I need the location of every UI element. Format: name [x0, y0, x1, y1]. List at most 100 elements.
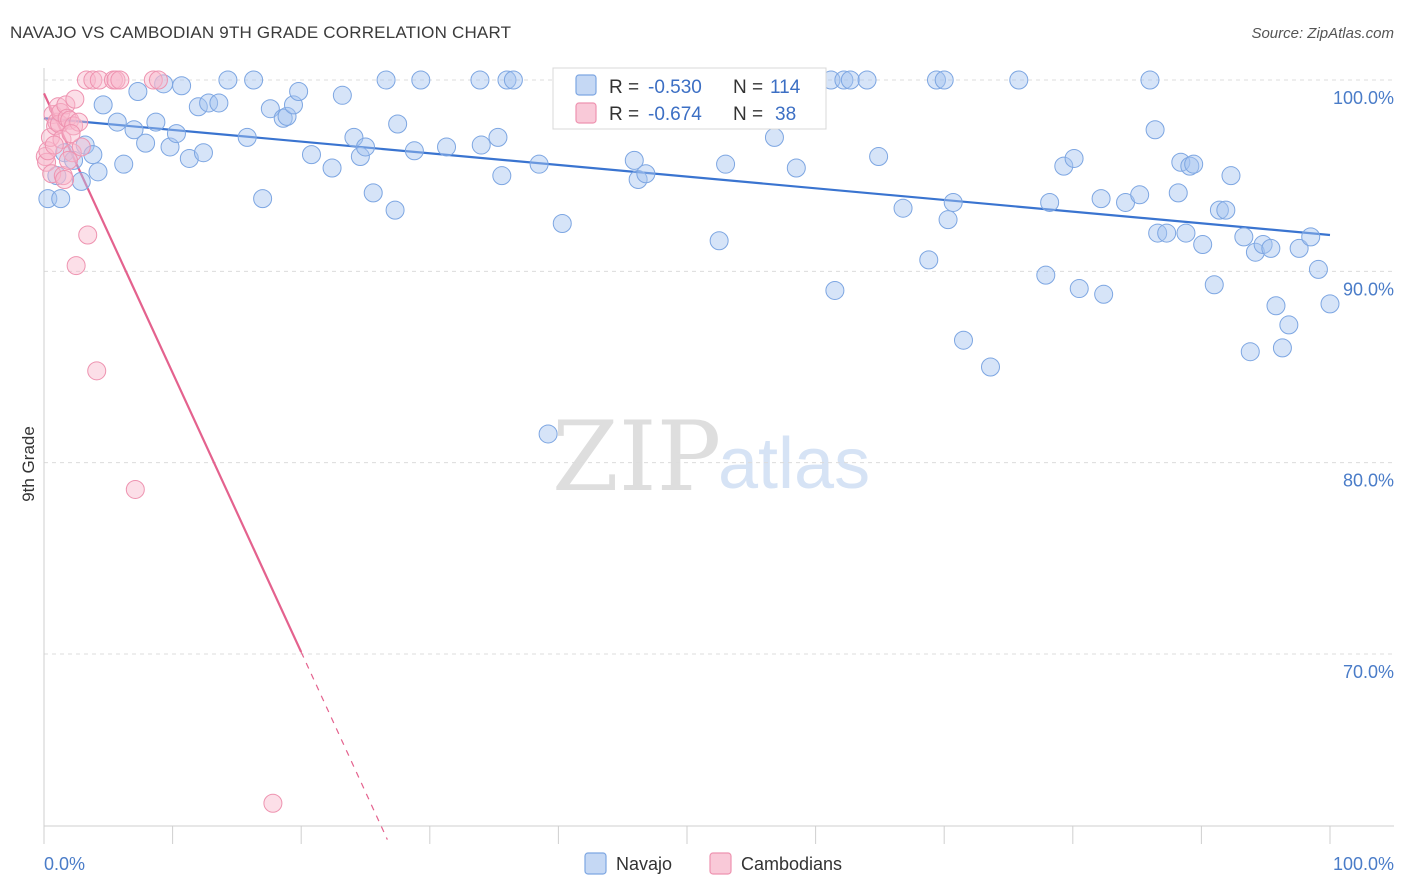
- navajo-point: [840, 70, 860, 90]
- navajo-point: [834, 70, 854, 90]
- navajo-point: [1064, 148, 1084, 168]
- navajo-point: [1094, 284, 1114, 304]
- navajo-point: [237, 127, 257, 147]
- navajo-point: [1209, 200, 1229, 220]
- navajo-point: [1193, 235, 1213, 255]
- navajo-point: [166, 124, 186, 144]
- navajo-point: [218, 70, 238, 90]
- navajo-point: [179, 148, 199, 168]
- y-tick-label: 90.0%: [1343, 279, 1394, 299]
- navajo-point: [253, 189, 273, 209]
- navajo-point: [1130, 185, 1150, 205]
- legend-label-cambodians: Cambodians: [741, 854, 842, 874]
- navajo-point: [934, 70, 954, 90]
- navajo-point: [825, 280, 845, 300]
- navajo-point: [1320, 294, 1340, 314]
- cambodians-point: [64, 116, 84, 136]
- navajo-point: [1301, 227, 1321, 247]
- navajo-point: [1054, 156, 1074, 176]
- chart-title: NAVAJO VS CAMBODIAN 9TH GRADE CORRELATIO…: [10, 23, 511, 42]
- cambodians-point: [52, 129, 72, 149]
- cambodians-point: [71, 137, 91, 157]
- navajo-point: [492, 166, 512, 186]
- cambodians-point: [58, 150, 78, 170]
- navajo-point: [260, 99, 280, 119]
- navajo-point: [199, 93, 219, 113]
- x-tick-label-max: 100.0%: [1333, 854, 1394, 874]
- navajo-point: [107, 112, 127, 132]
- watermark-atlas: atlas: [718, 424, 870, 504]
- navajo-point: [301, 145, 321, 165]
- stats-swatch-cambodians: [575, 102, 597, 124]
- stats-n-value-navajo: 114: [770, 77, 801, 98]
- cambodians-point: [110, 70, 130, 90]
- stats-n-label-cambodians: N =: [733, 104, 763, 125]
- navajo-point: [188, 97, 208, 117]
- navajo-point: [209, 93, 229, 113]
- cambodians-point: [44, 135, 64, 155]
- navajo-point: [51, 189, 71, 209]
- navajo-point: [857, 70, 877, 90]
- cambodians-point: [69, 112, 89, 132]
- navajo-point: [1040, 192, 1060, 212]
- navajo-point: [1145, 120, 1165, 140]
- stats-n-label-navajo: N =: [733, 77, 763, 98]
- navajo-point: [388, 114, 408, 134]
- watermark-zip: ZIP: [552, 401, 721, 513]
- stats-r-value-cambodians: -0.674: [648, 104, 702, 125]
- navajo-point: [114, 154, 134, 174]
- cambodians-point: [125, 479, 145, 499]
- navajo-point: [363, 183, 383, 203]
- navajo-point: [624, 150, 644, 170]
- navajo-point: [764, 127, 784, 147]
- navajo-point: [193, 143, 213, 163]
- navajo-point: [1308, 259, 1328, 279]
- cambodians-point: [263, 793, 283, 813]
- navajo-point: [289, 81, 309, 101]
- navajo-point: [552, 214, 572, 233]
- navajo-point: [926, 70, 946, 90]
- stats-r-label-navajo: R =: [609, 77, 639, 98]
- navajo-point: [376, 70, 396, 90]
- navajo-point: [786, 158, 806, 178]
- navajo-point: [277, 106, 297, 126]
- navajo-point: [385, 200, 405, 220]
- legend: Navajo Cambodians: [584, 852, 842, 875]
- cambodians-point: [87, 361, 107, 381]
- navajo-point: [356, 137, 375, 157]
- navajo-point: [146, 112, 166, 132]
- navajo-point: [938, 210, 958, 230]
- cambodians-point: [55, 169, 75, 189]
- x-tick-label-min: 0.0%: [44, 854, 85, 874]
- cambodians-point: [57, 108, 77, 128]
- navajo-point: [1069, 279, 1089, 299]
- navajo-point: [1091, 189, 1111, 209]
- navajo-point: [538, 424, 558, 444]
- navajo-point: [943, 192, 963, 212]
- navajo-point: [322, 158, 342, 178]
- y-tick-label: 100.0%: [1333, 88, 1394, 108]
- stats-r-label-cambodians: R =: [609, 104, 639, 125]
- navajo-point: [244, 70, 264, 90]
- axes: [43, 68, 1394, 844]
- cambodians-point: [143, 70, 163, 90]
- navajo-point: [709, 231, 729, 251]
- navajo-point: [953, 330, 973, 350]
- y-tick-label: 70.0%: [1343, 662, 1394, 682]
- navajo-point: [88, 162, 108, 182]
- navajo-point: [332, 85, 352, 105]
- stats-r-value-navajo: -0.530: [648, 77, 702, 98]
- y-axis-label: 9th Grade: [19, 426, 38, 502]
- navajo-point: [1272, 338, 1292, 358]
- navajo-point: [411, 70, 431, 90]
- legend-label-navajo: Navajo: [616, 854, 672, 874]
- navajo-point: [93, 95, 113, 115]
- cambodians-point: [66, 256, 86, 276]
- navajo-point: [1176, 223, 1196, 243]
- legend-swatch-cambodians: [709, 852, 732, 875]
- navajo-point: [980, 357, 1000, 377]
- navajo-trend-line: [43, 117, 1331, 237]
- navajo-point: [71, 171, 91, 191]
- navajo-point: [919, 250, 939, 270]
- cambodians-point: [78, 225, 98, 245]
